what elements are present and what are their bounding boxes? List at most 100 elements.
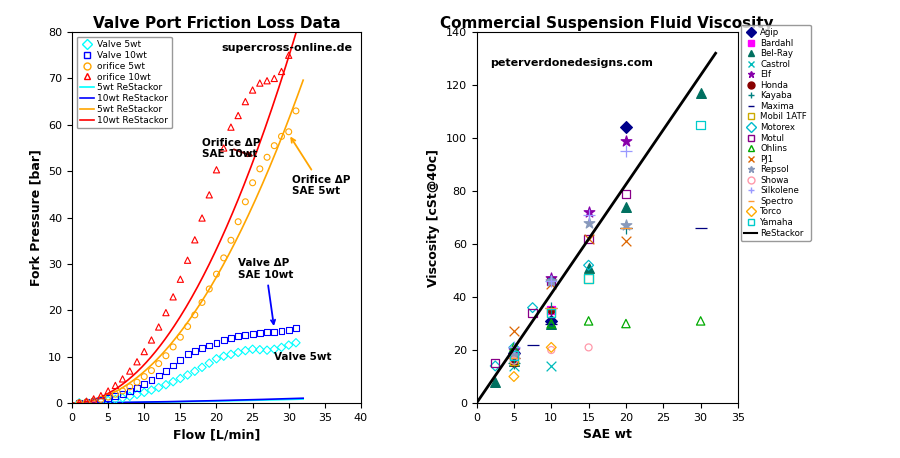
Text: peterverdonedesigns.com: peterverdonedesigns.com: [490, 58, 652, 68]
Point: [619, 137, 634, 144]
Point: [79, 398, 94, 405]
Point: [144, 336, 158, 344]
Point: [187, 236, 202, 244]
Point: [274, 133, 289, 140]
Point: [544, 320, 559, 327]
Point: [144, 376, 158, 383]
Point: [581, 275, 596, 282]
Point: [544, 320, 559, 327]
Point: [130, 378, 144, 386]
Point: [619, 124, 634, 131]
Point: [217, 254, 231, 262]
Point: [137, 348, 151, 355]
Text: supercross-online.de: supercross-online.de: [221, 43, 352, 53]
Point: [231, 333, 246, 340]
Point: [246, 346, 260, 353]
Point: [238, 98, 253, 105]
Point: [194, 345, 209, 352]
Point: [72, 399, 86, 406]
Point: [507, 360, 521, 367]
Point: [180, 323, 194, 330]
Point: [507, 344, 521, 351]
Point: [86, 395, 101, 403]
Point: [231, 112, 246, 119]
Point: [202, 360, 217, 367]
Point: [130, 358, 144, 365]
Title: Valve Port Friction Loss Data: Valve Port Friction Loss Data: [93, 16, 340, 31]
Point: [581, 344, 596, 351]
Point: [101, 397, 115, 404]
Point: [210, 355, 224, 362]
Point: [217, 144, 231, 152]
Point: [173, 333, 187, 341]
Point: [253, 346, 267, 354]
Point: [282, 52, 296, 59]
Point: [194, 299, 209, 306]
Point: [507, 349, 521, 356]
Point: [238, 347, 253, 354]
Point: [260, 77, 274, 84]
Text: Valve 5wt: Valve 5wt: [274, 352, 332, 362]
Point: [187, 368, 202, 375]
Point: [202, 342, 217, 349]
Point: [619, 190, 634, 197]
Point: [130, 384, 144, 392]
Point: [544, 346, 559, 354]
X-axis label: SAE wt: SAE wt: [583, 428, 632, 442]
Point: [544, 362, 559, 370]
Point: [507, 354, 521, 362]
Point: [115, 375, 130, 382]
Point: [137, 373, 151, 380]
Point: [581, 211, 596, 218]
Point: [274, 68, 289, 75]
Point: [187, 348, 202, 355]
Point: [151, 360, 166, 367]
Point: [267, 328, 282, 335]
Point: [166, 293, 180, 300]
Y-axis label: Fork Pressure [bar]: Fork Pressure [bar]: [30, 149, 42, 286]
Text: Orifice ΔP
SAE 5wt: Orifice ΔP SAE 5wt: [292, 138, 351, 196]
Point: [544, 278, 559, 285]
Point: [202, 191, 217, 198]
Point: [619, 224, 634, 232]
Point: [79, 398, 94, 406]
Point: [619, 238, 634, 245]
Point: [108, 382, 122, 389]
Point: [507, 357, 521, 364]
Point: [137, 380, 151, 387]
Point: [581, 208, 596, 216]
Point: [94, 396, 108, 403]
Point: [115, 394, 130, 402]
Point: [267, 75, 282, 82]
Point: [194, 214, 209, 222]
Point: [202, 285, 217, 293]
Point: [224, 237, 238, 244]
Point: [122, 393, 137, 400]
Point: [151, 384, 166, 391]
Text: Orifice ΔP
SAE 10wt: Orifice ΔP SAE 10wt: [202, 138, 260, 159]
Point: [158, 309, 173, 316]
Point: [289, 107, 303, 114]
Point: [79, 399, 94, 406]
Point: [217, 353, 231, 360]
Point: [507, 344, 521, 351]
Point: [507, 346, 521, 354]
Text: Valve ΔP
SAE 10wt: Valve ΔP SAE 10wt: [238, 258, 293, 324]
Point: [581, 219, 596, 227]
Point: [194, 364, 209, 371]
Point: [507, 373, 521, 380]
Point: [544, 307, 559, 314]
Point: [274, 344, 289, 351]
Point: [108, 391, 122, 398]
Point: [694, 89, 708, 97]
Y-axis label: Viscosity [cSt@40c]: Viscosity [cSt@40c]: [428, 148, 440, 287]
Point: [238, 331, 253, 338]
Point: [581, 235, 596, 242]
Point: [282, 341, 296, 349]
Point: [581, 317, 596, 325]
Point: [173, 375, 187, 382]
Point: [507, 352, 521, 359]
Point: [488, 378, 502, 386]
Point: [526, 309, 540, 316]
Point: [101, 394, 115, 402]
